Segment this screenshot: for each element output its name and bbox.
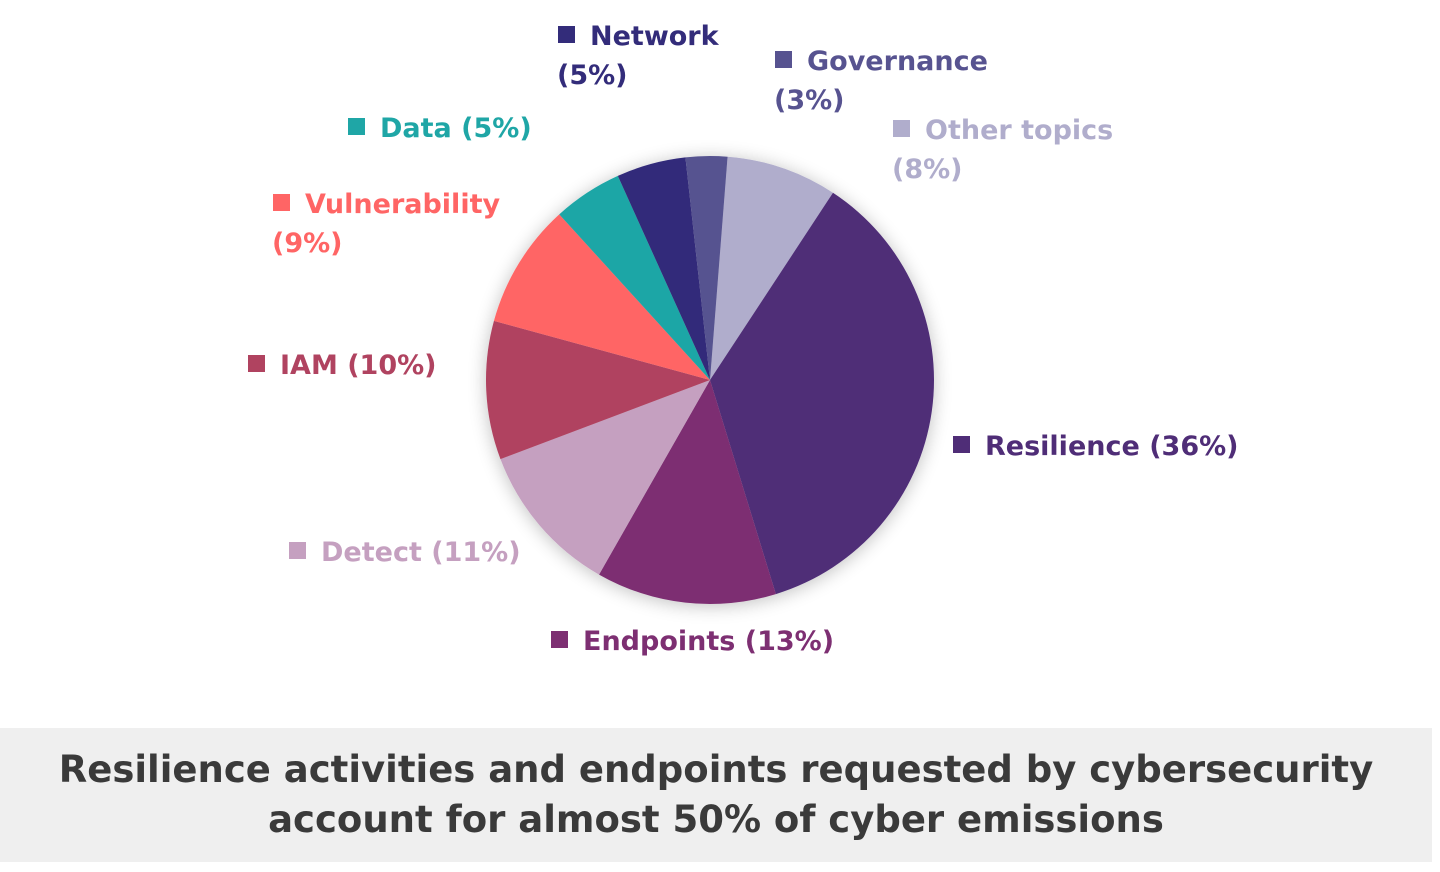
pie-slice-other-topics: [710, 156, 833, 380]
pie-slice-detect: [500, 380, 710, 575]
caption-line-1: Resilience activities and endpoints requ…: [58, 748, 1374, 791]
legend-label-other-topics: Other topics: [925, 115, 1113, 146]
pie-slice-data: [559, 175, 710, 380]
legend-swatch-data: [348, 118, 365, 135]
legend-swatch-other-topics: [893, 120, 910, 137]
caption-banner: Resilience activities and endpoints requ…: [0, 728, 1432, 862]
pie-slice-resilience: [710, 192, 935, 595]
caption-line-2: account for almost 50% of cyber emission…: [268, 798, 1164, 841]
pie-slice-vulnerability: [493, 214, 710, 380]
legend-label-resilience: Resilience (36%): [985, 431, 1239, 462]
legend-item-other-topics: Other topics (8%): [892, 115, 1113, 185]
legend-swatch-governance: [775, 51, 792, 68]
legend-label-iam: IAM (10%): [280, 350, 437, 381]
legend-item-iam: IAM (10%): [248, 350, 437, 381]
pie-legend: Resilience (36%) Endpoints (13%) Detect (1…: [248, 21, 1239, 657]
legend-label-governance-pct: (3%): [774, 85, 845, 116]
legend-swatch-network: [558, 26, 575, 43]
legend-item-data: Data (5%): [348, 113, 532, 144]
legend-swatch-resilience: [953, 436, 970, 453]
legend-item-network: Network (5%): [557, 21, 720, 91]
pie-chart: Resilience (36%) Endpoints (13%) Detect (1…: [248, 21, 1239, 657]
legend-item-detect: Detect (11%): [289, 537, 521, 568]
legend-swatch-vulnerability: [273, 194, 290, 211]
legend-label-vulnerability-pct: (9%): [272, 228, 343, 259]
legend-item-endpoints: Endpoints (13%): [551, 626, 834, 657]
pie-slice-network: [617, 157, 710, 380]
legend-item-vulnerability: Vulnerability (9%): [272, 189, 500, 259]
legend-label-endpoints: Endpoints (13%): [583, 626, 834, 657]
legend-swatch-iam: [248, 355, 265, 372]
legend-label-other-topics-pct: (8%): [892, 154, 963, 185]
pie-slices: [485, 155, 935, 605]
legend-label-governance: Governance: [807, 46, 988, 77]
legend-swatch-endpoints: [551, 631, 568, 648]
pie-slice-governance: [685, 155, 728, 380]
legend-label-network: Network: [590, 21, 720, 52]
legend-label-vulnerability: Vulnerability: [305, 189, 500, 220]
pie-slice-endpoints: [599, 380, 776, 605]
legend-label-network-pct: (5%): [557, 60, 628, 91]
legend-label-data: Data (5%): [380, 113, 532, 144]
legend-swatch-detect: [289, 542, 306, 559]
legend-item-resilience: Resilience (36%): [953, 431, 1239, 462]
legend-label-detect: Detect (11%): [321, 537, 521, 568]
legend-item-governance: Governance (3%): [774, 46, 988, 116]
pie-slice-iam: [485, 320, 710, 460]
